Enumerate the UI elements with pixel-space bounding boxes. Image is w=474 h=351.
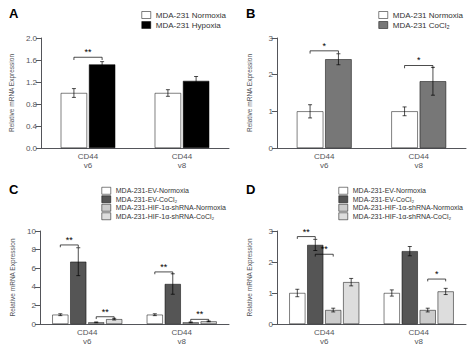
svg-text:CD44: CD44 bbox=[172, 328, 193, 337]
svg-text:**: ** bbox=[303, 226, 311, 236]
svg-text:*: * bbox=[322, 41, 326, 51]
svg-text:1.6: 1.6 bbox=[26, 56, 38, 65]
svg-text:CD44: CD44 bbox=[172, 152, 193, 161]
svg-text:CD44: CD44 bbox=[409, 152, 430, 161]
svg-text:MDA-231-EV-Normoxia: MDA-231-EV-Normoxia bbox=[116, 187, 189, 194]
svg-text:1: 1 bbox=[269, 107, 274, 116]
svg-text:v6: v6 bbox=[320, 337, 329, 346]
svg-text:v6: v6 bbox=[320, 161, 329, 170]
svg-text:8: 8 bbox=[32, 245, 37, 254]
svg-text:Relative mRNA Expression: Relative mRNA Expression bbox=[246, 54, 254, 132]
svg-text:*: * bbox=[417, 55, 421, 65]
svg-text:6: 6 bbox=[32, 263, 37, 272]
svg-text:CD44: CD44 bbox=[78, 152, 99, 161]
svg-text:MDA-231-HIF-1α-shRNA-CoCl₂: MDA-231-HIF-1α-shRNA-CoCl₂ bbox=[353, 212, 452, 219]
svg-text:MDA-231 Normoxia: MDA-231 Normoxia bbox=[156, 11, 227, 20]
svg-text:CD44: CD44 bbox=[409, 328, 430, 337]
svg-text:3: 3 bbox=[269, 34, 274, 43]
svg-text:0: 0 bbox=[269, 319, 274, 328]
svg-text:0.8: 0.8 bbox=[26, 100, 38, 109]
svg-text:MDA-231-EV-Normoxia: MDA-231-EV-Normoxia bbox=[353, 187, 426, 194]
svg-text:**: ** bbox=[102, 306, 110, 316]
svg-text:2.0: 2.0 bbox=[26, 34, 38, 43]
svg-text:2: 2 bbox=[32, 300, 37, 309]
svg-text:**: ** bbox=[196, 309, 204, 319]
svg-text:0.4: 0.4 bbox=[26, 122, 38, 131]
svg-text:v6: v6 bbox=[84, 161, 93, 170]
svg-text:0.0: 0.0 bbox=[26, 144, 38, 153]
svg-text:3: 3 bbox=[269, 226, 274, 235]
svg-text:CD44: CD44 bbox=[314, 328, 335, 337]
svg-text:MDA-231-HIF-1α-shRNA-CoCl₂: MDA-231-HIF-1α-shRNA-CoCl₂ bbox=[116, 212, 215, 219]
svg-text:Relative mRNA Expression: Relative mRNA Expression bbox=[8, 54, 16, 132]
svg-text:C: C bbox=[9, 182, 19, 197]
svg-text:v8: v8 bbox=[178, 337, 187, 346]
svg-text:MDA-231 Normoxia: MDA-231 Normoxia bbox=[393, 11, 464, 20]
svg-text:MDA-231-HIF-1α-shRNA-Normoxia: MDA-231-HIF-1α-shRNA-Normoxia bbox=[353, 204, 463, 211]
svg-text:0: 0 bbox=[32, 319, 37, 328]
svg-text:CD44: CD44 bbox=[77, 328, 98, 337]
svg-text:MDA-231-EV-CoCl₂: MDA-231-EV-CoCl₂ bbox=[116, 195, 178, 202]
svg-text:v8: v8 bbox=[415, 337, 424, 346]
svg-text:1: 1 bbox=[269, 288, 274, 297]
svg-text:MDA-231 CoCl₂: MDA-231 CoCl₂ bbox=[393, 21, 450, 30]
svg-text:Relative mRNA Expression: Relative mRNA Expression bbox=[246, 238, 254, 316]
svg-text:**: ** bbox=[160, 261, 168, 271]
svg-text:10: 10 bbox=[27, 226, 36, 235]
svg-text:v8: v8 bbox=[178, 161, 187, 170]
svg-text:v8: v8 bbox=[415, 161, 424, 170]
svg-text:v6: v6 bbox=[83, 337, 92, 346]
svg-text:**: ** bbox=[321, 244, 329, 254]
svg-text:*: * bbox=[435, 269, 439, 279]
svg-text:D: D bbox=[246, 182, 255, 197]
svg-text:**: ** bbox=[85, 47, 93, 57]
svg-text:A: A bbox=[9, 6, 19, 21]
svg-text:B: B bbox=[246, 6, 255, 21]
svg-text:Relative mRNA Expression: Relative mRNA Expression bbox=[9, 238, 17, 316]
svg-text:MDA-231-HIF-1α-shRNA-Normoxia: MDA-231-HIF-1α-shRNA-Normoxia bbox=[116, 204, 226, 211]
svg-text:2: 2 bbox=[269, 257, 274, 266]
svg-text:1.2: 1.2 bbox=[26, 78, 38, 87]
svg-text:CD44: CD44 bbox=[314, 152, 335, 161]
svg-text:2: 2 bbox=[269, 70, 274, 79]
svg-text:4: 4 bbox=[32, 282, 37, 291]
svg-text:0: 0 bbox=[269, 144, 274, 153]
svg-text:MDA-231 Hypoxia: MDA-231 Hypoxia bbox=[156, 21, 221, 30]
svg-text:MDA-231-EV-CoCl₂: MDA-231-EV-CoCl₂ bbox=[353, 195, 415, 202]
svg-text:**: ** bbox=[66, 234, 74, 244]
